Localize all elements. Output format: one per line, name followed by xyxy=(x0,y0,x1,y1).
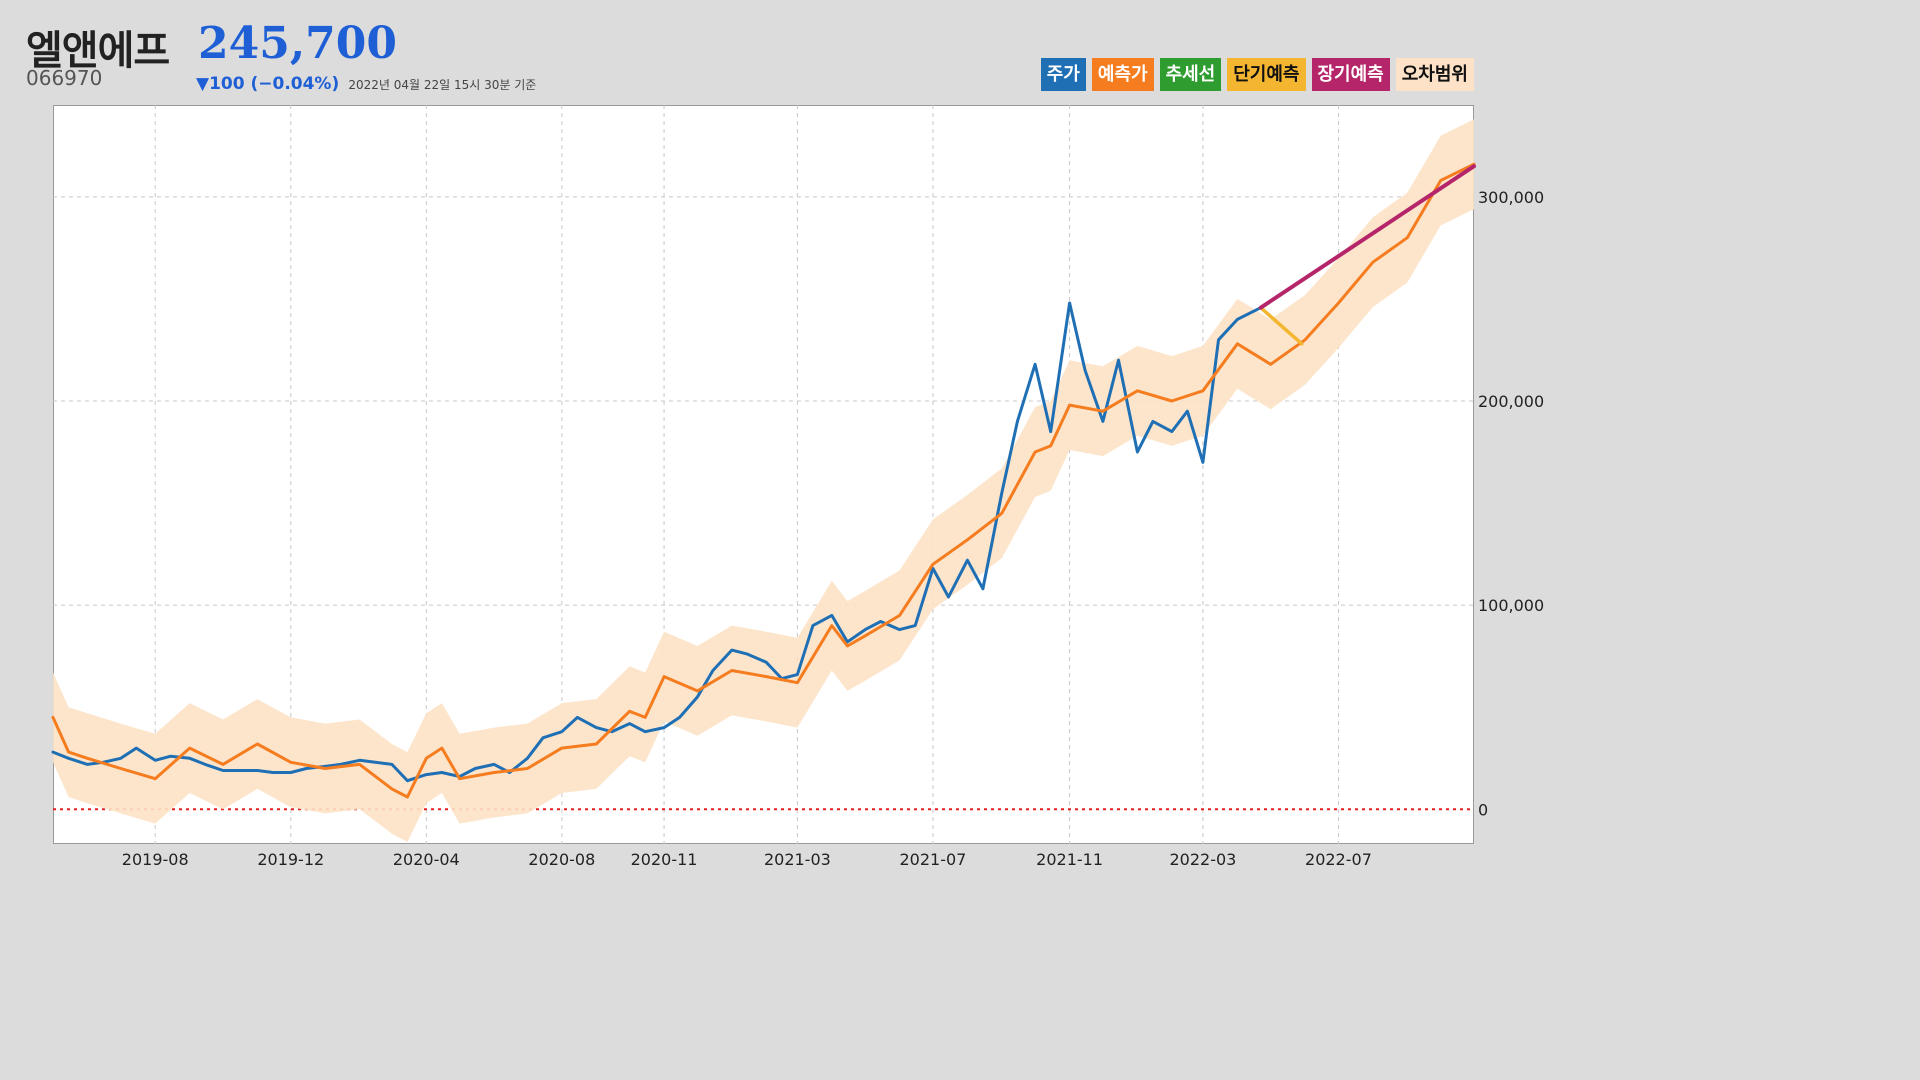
stock-code: 066970 xyxy=(26,66,103,90)
x-tick-label: 2020-08 xyxy=(528,850,595,869)
x-tick-label: 2020-04 xyxy=(393,850,460,869)
price-change-row: ▼100 (−0.04%) 2022년 04월 22일 15시 30분 기준 xyxy=(196,74,536,94)
x-tick-label: 2022-03 xyxy=(1169,850,1236,869)
y-tick-label: 300,000 xyxy=(1478,188,1544,207)
y-tick-label: 0 xyxy=(1478,800,1488,819)
current-price: 245,700 xyxy=(198,18,398,69)
stock-price-line xyxy=(51,301,1263,783)
y-tick-label: 100,000 xyxy=(1478,596,1544,615)
x-tick-label: 2019-08 xyxy=(122,850,189,869)
x-tick-label: 2021-03 xyxy=(764,850,831,869)
as-of-timestamp: 2022년 04월 22일 15시 30분 기준 xyxy=(348,78,537,92)
y-tick-label: 200,000 xyxy=(1478,392,1544,411)
stock-name: 엘앤에프 xyxy=(26,28,170,74)
x-tick-label: 2020-11 xyxy=(631,850,698,869)
x-tick-label: 2022-07 xyxy=(1305,850,1372,869)
x-tick-label: 2021-07 xyxy=(900,850,967,869)
error-band-area xyxy=(53,119,1474,843)
price-change: ▼100 (−0.04%) xyxy=(196,74,340,94)
x-tick-label: 2021-11 xyxy=(1036,850,1103,869)
short-term-forecast-line xyxy=(1258,305,1304,346)
legend-forecast[interactable]: 예측가 xyxy=(1091,58,1154,91)
legend-error-range[interactable]: 오차범위 xyxy=(1395,58,1474,91)
chart-legend: 주가 예측가 추세선 단기예측 장기예측 오차범위 xyxy=(1040,58,1474,91)
long-term-forecast-line xyxy=(1258,164,1476,310)
legend-stock-price[interactable]: 주가 xyxy=(1040,58,1086,91)
legend-long-term-forecast[interactable]: 장기예측 xyxy=(1311,58,1390,91)
price-chart: 2019-08 2019-12 2020-04 2020-08 2020-11 2021-… xyxy=(51,105,1544,869)
legend-short-term-forecast[interactable]: 단기예측 xyxy=(1227,58,1306,91)
legend-trendline[interactable]: 추세선 xyxy=(1159,58,1222,91)
forecast-line xyxy=(51,162,1476,799)
x-tick-label: 2019-12 xyxy=(257,850,324,869)
